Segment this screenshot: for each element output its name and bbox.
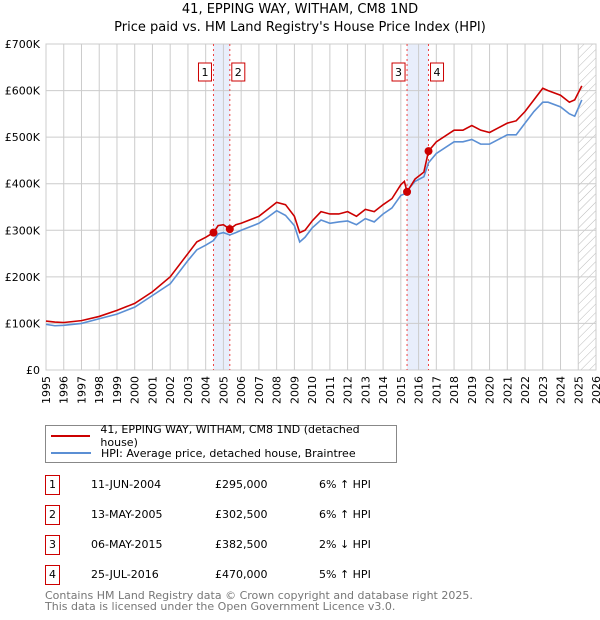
hpi-line (45, 99, 583, 327)
x-tick-label: 2024 (555, 376, 568, 404)
x-tick-label: 2009 (288, 376, 301, 404)
x-tick-label: 1996 (58, 376, 71, 404)
y-tick-label: £600K (5, 85, 41, 98)
x-tick-label: 2017 (430, 376, 443, 404)
property-line (45, 85, 583, 324)
transaction-date: 06-MAY-2015 (91, 538, 163, 551)
chart-subtitle: Price paid vs. HM Land Registry's House … (114, 20, 486, 35)
sale-point (403, 187, 412, 196)
transaction-hpi-diff: 6% ↑ HPI (319, 478, 371, 491)
x-tick-label: 2002 (164, 376, 177, 404)
transaction-hpi-diff: 2% ↓ HPI (319, 538, 371, 551)
transaction-hpi-diff: 6% ↑ HPI (319, 508, 371, 521)
sale-number-box (231, 62, 246, 82)
x-tick-label: 2014 (377, 376, 390, 404)
x-tick-label: 2000 (129, 376, 142, 404)
sale-number-label: 1 (201, 66, 208, 79)
x-tick-label: 2003 (182, 376, 195, 404)
x-tick-label: 2012 (342, 376, 355, 404)
x-tick-label: 1999 (111, 376, 124, 404)
transaction-price: £470,000 (215, 568, 268, 581)
x-tick-label: 2004 (200, 376, 213, 404)
shaded-range (407, 44, 429, 370)
x-tick-label: 2008 (271, 376, 284, 404)
y-tick-label: £100K (5, 317, 41, 330)
price-chart: 1995 1996 1997 1998 1999 2000 2001 2002 2003 2004… (5, 38, 600, 404)
shaded-range (213, 44, 230, 370)
transaction-price: £302,500 (215, 508, 268, 521)
x-tick-label: 1997 (75, 376, 88, 404)
x-tick-label: 2007 (253, 376, 266, 404)
legend-swatch (51, 452, 91, 454)
transaction-date: 11-JUN-2004 (91, 478, 162, 491)
transaction-date: 25-JUL-2016 (91, 568, 159, 581)
y-tick-label: £200K (5, 271, 41, 284)
transaction-date: 13-MAY-2005 (91, 508, 163, 521)
x-tick-label: 2001 (146, 376, 159, 404)
x-tick-label: 2015 (395, 376, 408, 404)
sale-number-label: 3 (395, 66, 402, 79)
legend-label: HPI: Average price, detached house, Brai… (101, 446, 356, 460)
plot-frame (45, 43, 597, 371)
sale-number-box (391, 62, 406, 82)
legend: 41, EPPING WAY, WITHAM, CM8 1ND (detache… (45, 423, 397, 463)
transaction-marker: 4 (45, 565, 60, 585)
x-tick-label: 2026 (590, 376, 600, 404)
sale-point (225, 225, 234, 234)
chart-title: 41, EPPING WAY, WITHAM, CM8 1ND (181, 2, 419, 17)
transaction-row: 3 06-MAY-2015 £382,500 2% ↓ HPI (45, 535, 465, 555)
transaction-row: 4 25-JUL-2016 £470,000 5% ↑ HPI (45, 565, 465, 585)
x-tick-label: 2006 (235, 376, 248, 404)
footer-line: This data is licensed under the Open Gov… (45, 600, 396, 613)
y-tick-label: £300K (5, 224, 41, 237)
forecast-hatch (578, 44, 596, 370)
y-tick-label: £0 (26, 364, 40, 377)
x-tick-label: 2023 (537, 376, 550, 404)
x-tick-label: 2022 (519, 376, 532, 404)
transaction-marker: 3 (45, 535, 60, 555)
transaction-row: 2 13-MAY-2005 £302,500 6% ↑ HPI (45, 505, 465, 525)
x-tick-label: 1995 (40, 376, 53, 404)
x-tick-label: 2010 (306, 376, 319, 404)
sale-point (209, 228, 218, 237)
transaction-price: £382,500 (215, 538, 268, 551)
y-tick-label: £400K (5, 178, 41, 191)
footer-line: Contains HM Land Registry data © Crown c… (45, 589, 473, 602)
sale-number-box (430, 62, 445, 82)
x-tick-label: 2018 (448, 376, 461, 404)
x-tick-label: 2025 (572, 376, 585, 404)
y-tick-label: £500K (5, 131, 41, 144)
footer: Contains HM Land Registry data © Crown c… (45, 590, 473, 612)
sale-number-label: 2 (235, 66, 242, 79)
sale-number-box (197, 62, 212, 82)
x-tick-label: 2011 (324, 376, 337, 404)
x-tick-label: 2020 (484, 376, 497, 404)
legend-item-property: 41, EPPING WAY, WITHAM, CM8 1ND (detache… (51, 423, 396, 449)
transaction-marker: 2 (45, 505, 60, 525)
x-tick-label: 2021 (501, 376, 514, 404)
legend-label: 41, EPPING WAY, WITHAM, CM8 1ND (detache… (100, 423, 360, 449)
sale-number-label: 4 (434, 66, 441, 79)
transaction-row: 1 11-JUN-2004 £295,000 6% ↑ HPI (45, 475, 465, 495)
x-tick-label: 1998 (93, 376, 106, 404)
sale-point (424, 147, 433, 156)
x-tick-label: 2019 (466, 376, 479, 404)
transaction-hpi-diff: 5% ↑ HPI (319, 568, 371, 581)
legend-item-hpi: HPI: Average price, detached house, Brai… (51, 445, 356, 461)
y-tick-label: £700K (5, 38, 41, 51)
legend-swatch (51, 435, 91, 437)
x-tick-label: 2005 (217, 376, 230, 404)
transaction-marker: 1 (45, 475, 60, 495)
x-tick-label: 2016 (413, 376, 426, 404)
transaction-price: £295,000 (215, 478, 268, 491)
x-tick-label: 2013 (359, 376, 372, 404)
